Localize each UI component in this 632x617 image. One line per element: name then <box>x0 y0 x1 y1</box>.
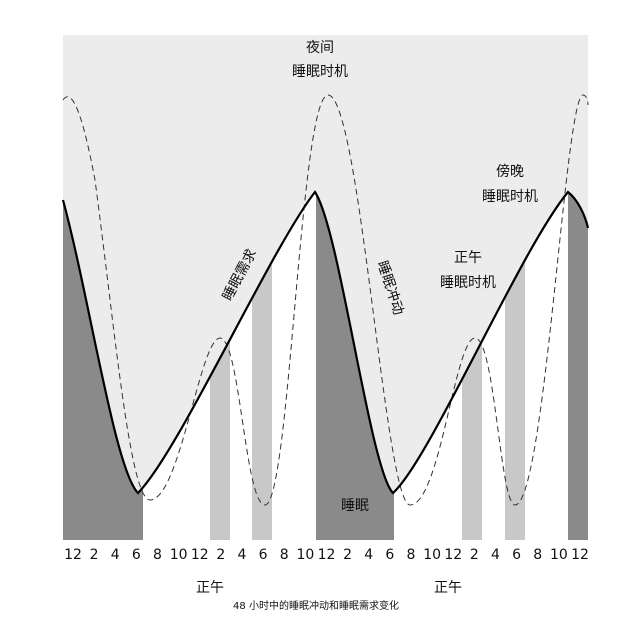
hour-label: 8 <box>533 547 542 563</box>
hour-label: 2 <box>90 547 99 563</box>
label: 睡眠时机 <box>482 189 538 205</box>
hour-label: 12 <box>571 547 589 563</box>
label: 夜间 <box>306 40 334 56</box>
hour-label: 10 <box>423 547 441 563</box>
hour-label: 4 <box>491 547 500 563</box>
label: 睡眠时机 <box>292 64 348 80</box>
sleep-drive-curve <box>62 94 589 506</box>
hour-label: 10 <box>550 547 568 563</box>
hour-label: 8 <box>280 547 289 563</box>
label: 睡眠时机 <box>440 275 496 291</box>
hour-label: 6 <box>259 547 268 563</box>
hour-label: 8 <box>407 547 416 563</box>
hour-label: 12 <box>191 547 209 563</box>
hour-label: 2 <box>216 547 225 563</box>
hour-label: 4 <box>364 547 373 563</box>
hour-label: 12 <box>318 547 336 563</box>
hour-label: 12 <box>444 547 462 563</box>
noon-label: 正午 <box>196 580 224 596</box>
label: 傍晚 <box>496 163 524 180</box>
sleep-need-curve <box>61 190 590 495</box>
label: 睡眠 <box>341 498 369 514</box>
hour-label: 2 <box>470 547 479 563</box>
caption: 48 小时中的睡眠冲动和睡眠需求变化 <box>233 599 399 612</box>
hour-label: 12 <box>64 547 82 563</box>
sleep-band <box>568 192 588 540</box>
hour-label: 6 <box>385 547 394 563</box>
hour-label: 2 <box>343 547 352 563</box>
hour-label: 4 <box>111 547 120 563</box>
noon-label: 正午 <box>434 580 462 596</box>
hour-label: 6 <box>512 547 521 563</box>
hour-label: 10 <box>170 547 188 563</box>
hour-label: 10 <box>296 547 314 563</box>
label: 正午 <box>454 250 482 266</box>
hour-label: 8 <box>153 547 162 563</box>
hour-label: 6 <box>132 547 141 563</box>
hour-label: 4 <box>238 547 247 563</box>
